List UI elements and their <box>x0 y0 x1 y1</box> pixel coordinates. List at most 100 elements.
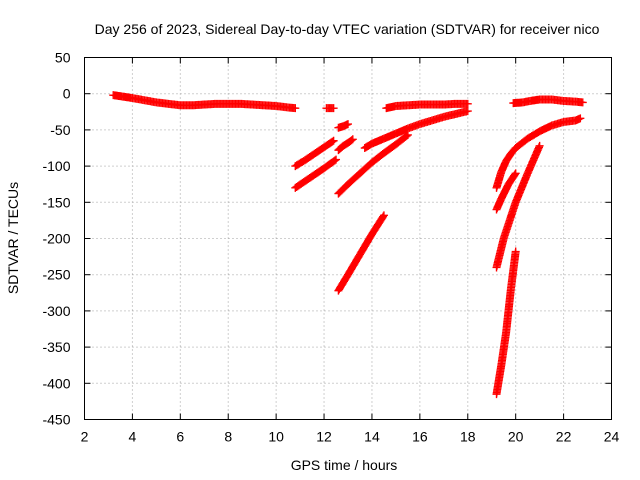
x-tick-label: 8 <box>224 429 232 445</box>
data-point <box>329 104 338 113</box>
data-point-run <box>505 170 519 187</box>
y-tick-label: 0 <box>63 86 71 102</box>
data-point <box>291 104 300 113</box>
data-point-run <box>361 140 375 152</box>
data-point-run <box>497 181 512 202</box>
data-point-run <box>311 144 327 157</box>
data-marks <box>109 91 587 399</box>
y-axis-label: SDTVAR / TECUs <box>5 182 21 294</box>
series-arc-14 <box>492 247 520 399</box>
x-tick-label: 14 <box>364 429 380 445</box>
data-point-run <box>497 330 510 368</box>
data-point-run <box>512 170 532 205</box>
x-tick-label: 4 <box>129 429 137 445</box>
data-point-run <box>356 231 376 258</box>
data-point-run <box>502 150 515 164</box>
y-tick-label: -100 <box>42 158 70 174</box>
data-point-run <box>302 171 318 185</box>
data-point-run <box>492 236 508 270</box>
y-tick-label: -50 <box>50 122 70 138</box>
data-point <box>511 247 520 256</box>
data-point <box>463 107 472 116</box>
series-arc-13 <box>492 141 544 272</box>
data-point-run <box>381 141 399 157</box>
data-point-run <box>340 139 351 150</box>
y-tick-label: -250 <box>42 267 70 283</box>
data-point-run <box>292 157 308 170</box>
data-point <box>535 141 544 150</box>
data-point-run <box>344 251 364 278</box>
data-point-run <box>335 272 352 294</box>
series-arc-10 <box>382 99 472 113</box>
series-arc-4 <box>322 104 338 113</box>
data-point-run <box>311 165 327 178</box>
chart-title: Day 256 of 2023, Sidereal Day-to-day VTE… <box>95 21 600 37</box>
data-point-run <box>500 199 520 241</box>
x-tick-label: 16 <box>412 429 428 445</box>
data-point <box>332 155 341 164</box>
data-point-run <box>507 249 520 292</box>
data-point <box>348 135 357 144</box>
data-point-run <box>345 170 363 188</box>
data-point-run <box>492 362 506 397</box>
axis-ticks: 2 4 6 8 10 12 14 16 18 20 22 24500-50-100-150-200-2… <box>42 50 619 445</box>
data-point-run <box>340 120 351 130</box>
x-tick-label: 18 <box>460 429 476 445</box>
data-point-run <box>302 150 318 164</box>
data-point-run <box>368 212 388 237</box>
y-tick-label: 50 <box>55 50 71 66</box>
data-point-run <box>393 131 411 148</box>
series-arc-6 <box>334 135 357 155</box>
data-point-run <box>507 145 519 157</box>
data-point-run <box>357 159 375 177</box>
data-point <box>576 114 585 123</box>
data-point-run <box>345 136 356 147</box>
y-tick-label: -350 <box>42 339 70 355</box>
plot-frame <box>84 57 612 420</box>
x-tick-label: 10 <box>268 429 284 445</box>
data-point-run <box>572 114 584 124</box>
data-point-run <box>369 150 387 166</box>
data-point-run <box>335 181 351 197</box>
x-tick-label: 6 <box>176 429 184 445</box>
data-point-run <box>512 135 531 152</box>
x-tick-label: 24 <box>604 429 620 445</box>
y-tick-label: -200 <box>42 231 70 247</box>
series-arc-15 <box>509 95 587 108</box>
series-arc-2 <box>291 136 338 171</box>
x-tick-label: 20 <box>508 429 524 445</box>
y-tick-label: -150 <box>42 194 70 210</box>
series-arc-9 <box>360 107 472 152</box>
data-point-run <box>321 137 337 151</box>
data-point-run <box>292 178 308 192</box>
series-arc-7 <box>334 130 412 198</box>
x-tick-label: 22 <box>556 429 572 445</box>
data-point <box>344 120 352 129</box>
data-point-run <box>524 128 543 142</box>
series-arc-8 <box>334 211 388 295</box>
data-point <box>379 211 388 220</box>
series-arc-3 <box>291 155 341 192</box>
data-point-run <box>335 122 347 132</box>
x-axis-label: GPS time / hours <box>291 457 398 473</box>
data-point <box>329 136 338 145</box>
grid <box>84 57 612 420</box>
series-arc-11 <box>492 114 585 192</box>
y-tick-label: -400 <box>42 375 70 391</box>
data-point <box>578 98 587 107</box>
data-point-run <box>492 169 505 191</box>
x-tick-label: 2 <box>81 429 89 445</box>
series-arc-1 <box>109 91 300 113</box>
data-point-run <box>335 142 347 154</box>
x-tick-label: 12 <box>316 429 332 445</box>
y-tick-label: -300 <box>42 303 70 319</box>
data-point <box>463 99 472 108</box>
data-point-run <box>321 156 339 172</box>
data-point-run <box>524 143 544 176</box>
data-point <box>511 169 520 178</box>
series-arc-5 <box>334 120 352 132</box>
y-tick-label: -450 <box>42 412 70 428</box>
data-point-run <box>502 286 515 336</box>
series-arc-12 <box>492 169 520 214</box>
